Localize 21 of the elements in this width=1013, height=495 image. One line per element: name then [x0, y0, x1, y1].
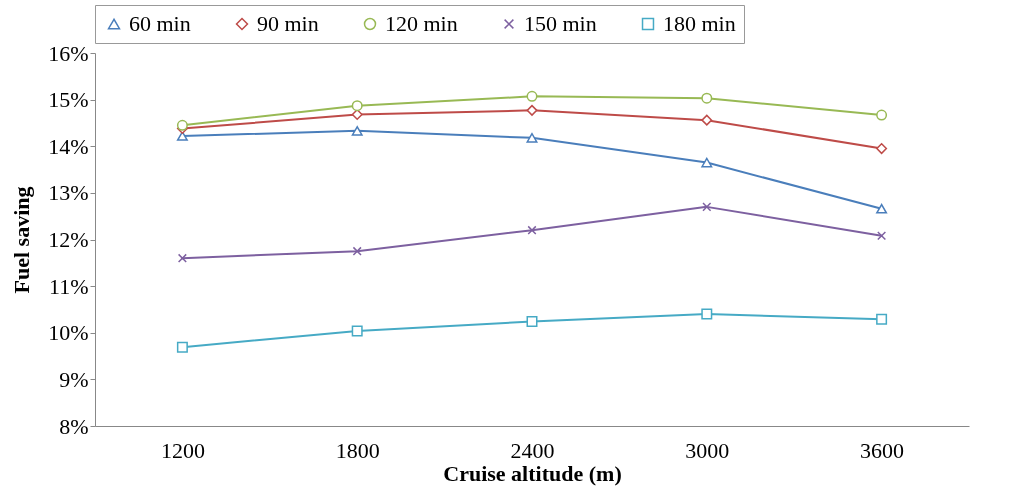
legend-label: 180 min [663, 11, 736, 36]
y-tick-label: 13% [48, 180, 89, 206]
x-axis-title: Cruise altitude (m) [443, 460, 622, 486]
y-tick-label: 14% [48, 133, 89, 159]
y-tick-label: 10% [48, 320, 89, 346]
x-tick-label: 1800 [335, 437, 380, 463]
legend-label: 90 min [257, 11, 319, 36]
x-tick-label: 1200 [160, 437, 205, 463]
y-tick-label: 15% [48, 87, 89, 113]
x-tick-label: 2400 [510, 437, 555, 463]
y-tick-label: 12% [48, 227, 89, 252]
legend-label: 60 min [129, 11, 191, 36]
x-tick-label: 3600 [860, 437, 905, 463]
y-axis-title: Fuel saving [9, 186, 35, 294]
y-tick-label: 8% [59, 413, 89, 439]
legend-label: 150 min [524, 11, 597, 36]
x-tick-label: 3000 [685, 437, 730, 463]
y-tick-label: 9% [59, 366, 89, 392]
y-tick-label: 16% [48, 40, 89, 66]
y-tick-label: 11% [48, 273, 89, 299]
legend-label: 120 min [385, 11, 458, 36]
